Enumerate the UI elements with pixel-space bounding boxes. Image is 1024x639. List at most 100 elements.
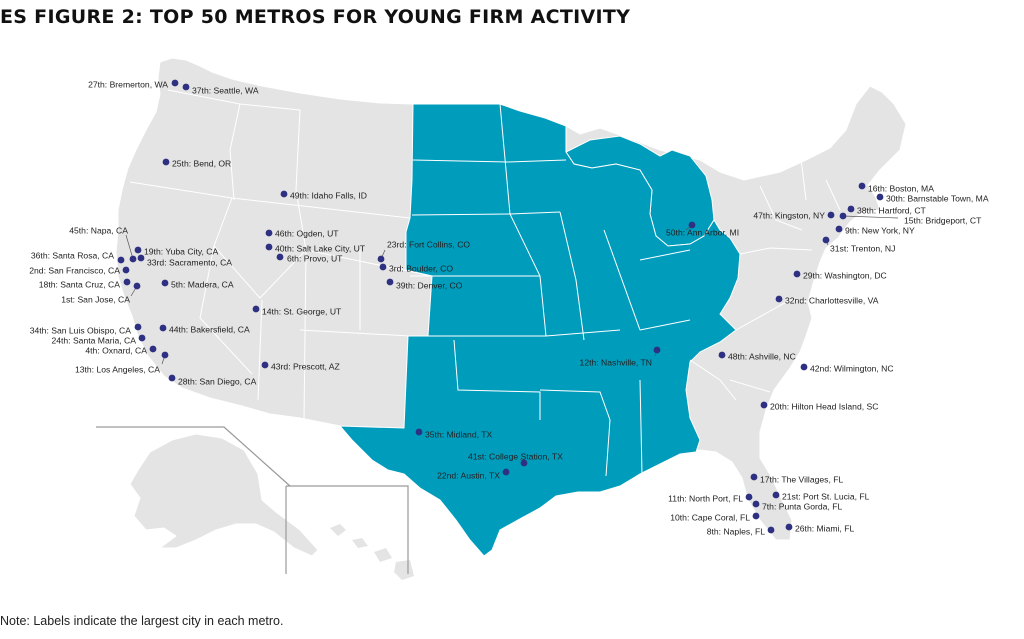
metro-marker xyxy=(252,305,260,313)
metro-marker xyxy=(502,468,510,476)
metro-marker xyxy=(772,491,780,499)
metro-label: 18th: Santa Cruz, CA xyxy=(39,279,120,289)
metro-marker xyxy=(785,523,793,531)
metro-label: 33rd: Sacramento, CA xyxy=(147,257,232,267)
metro-marker xyxy=(117,256,125,264)
metro-marker xyxy=(745,493,753,501)
metro-label: 25th: Bend, OR xyxy=(172,158,231,168)
metro-marker xyxy=(520,459,528,467)
metro-marker xyxy=(767,526,775,534)
metro-marker xyxy=(261,361,269,369)
metro-marker xyxy=(379,263,387,271)
metro-label: 2nd: San Francisco, CA xyxy=(29,265,120,275)
metro-label: 47th: Kingston, NY xyxy=(753,210,825,220)
metro-label: 7th: Punta Gorda, FL xyxy=(762,501,842,511)
metro-label: 45th: Napa, CA xyxy=(69,225,128,235)
metro-label: 42nd: Wilmington, NC xyxy=(810,363,894,373)
metro-label: 44th: Bakersfield, CA xyxy=(169,324,250,334)
metro-marker xyxy=(276,253,284,261)
metro-label: 19th: Yuba City, CA xyxy=(144,246,218,256)
metro-label: 38th: Hartford, CT xyxy=(857,205,927,215)
metro-label: 46th: Ogden, UT xyxy=(275,228,339,238)
metro-label: 16th: Boston, MA xyxy=(868,183,934,193)
metro-marker xyxy=(876,193,884,201)
metro-marker xyxy=(149,345,157,353)
metro-marker xyxy=(161,351,169,359)
metro-label: 40th: Salt Lake City, UT xyxy=(275,243,366,253)
metro-marker xyxy=(752,500,760,508)
metro-label: 22nd: Austin, TX xyxy=(437,470,500,480)
metro-marker xyxy=(182,83,190,91)
hawaii-islands xyxy=(330,524,414,580)
metro-label: 8th: Naples, FL xyxy=(707,526,765,536)
metro-label: 28th: San Diego, CA xyxy=(178,376,257,386)
metro-label: 50th: Ann Arbor, MI xyxy=(666,227,739,237)
metro-label: 36th: Santa Rosa, CA xyxy=(31,250,114,260)
metro-label: 1st: San Jose, CA xyxy=(61,294,130,304)
metro-marker xyxy=(386,278,394,286)
metro-label: 14th: St. George, UT xyxy=(262,306,342,316)
metro-marker xyxy=(847,205,855,213)
metro-marker xyxy=(653,346,661,354)
metro-marker xyxy=(168,374,176,382)
metro-label: 49th: Idaho Falls, ID xyxy=(290,190,367,200)
metro-marker xyxy=(138,334,146,342)
metro-label: 3rd: Boulder, CO xyxy=(389,263,453,273)
metro-label: 20th: Hilton Head Island, SC xyxy=(770,401,878,411)
inset-divider-lines xyxy=(96,426,409,574)
metro-leader-line xyxy=(842,215,899,219)
metro-marker xyxy=(265,229,273,237)
metro-labels: 1st: San Jose, CA 2nd: San Francisco, CA 3… xyxy=(29,79,989,536)
metro-marker xyxy=(265,243,273,251)
alaska-landmass xyxy=(129,433,319,557)
metro-marker xyxy=(415,428,423,436)
metro-label: 12th: Nashville, TN xyxy=(580,357,652,367)
metro-label: 6th: Provo, UT xyxy=(287,253,343,263)
metro-marker xyxy=(793,270,801,278)
metro-marker xyxy=(137,254,145,262)
metro-leader-line xyxy=(125,234,134,260)
metro-label: 17th: The Villages, FL xyxy=(760,474,844,484)
figure-title: ES FIGURE 2: TOP 50 METROS FOR YOUNG FIR… xyxy=(0,6,631,28)
state-borders xyxy=(129,89,841,477)
metro-marker xyxy=(133,282,141,290)
metro-marker xyxy=(760,401,768,409)
figure-note: Note: Labels indicate the largest city i… xyxy=(0,614,284,628)
metro-label: 24th: Santa Maria, CA xyxy=(51,335,136,345)
metro-label: 4th: Oxnard, CA xyxy=(85,345,147,355)
metro-marker xyxy=(134,323,142,331)
metro-marker xyxy=(162,158,170,166)
metro-marker xyxy=(159,324,167,332)
metro-label: 9th: New York, NY xyxy=(845,225,915,235)
metro-label: 5th: Madera, CA xyxy=(171,279,234,289)
metro-marker xyxy=(752,512,760,520)
metro-marker xyxy=(134,246,142,254)
metro-label: 35th: Midland, TX xyxy=(425,429,492,439)
metro-label: 11th: North Port, FL xyxy=(668,493,743,503)
metro-label: 43rd: Prescott, AZ xyxy=(271,361,340,371)
metro-marker xyxy=(123,278,131,286)
metro-marker xyxy=(858,182,866,190)
metro-marker xyxy=(161,279,169,287)
metro-label: 26th: Miami, FL xyxy=(795,523,854,533)
metro-marker xyxy=(280,190,288,198)
metro-label: 39th: Denver, CO xyxy=(396,280,463,290)
metro-marker xyxy=(377,255,385,263)
metro-label: 27th: Bremerton, WA xyxy=(88,79,168,89)
metro-label: 31st: Trenton, NJ xyxy=(830,243,895,253)
metro-marker xyxy=(129,255,137,263)
metro-marker xyxy=(835,225,843,233)
metro-marker xyxy=(688,221,696,229)
metro-marker xyxy=(839,212,847,220)
metro-marker xyxy=(171,79,179,87)
metro-label: 13th: Los Angeles, CA xyxy=(75,364,160,374)
metro-markers xyxy=(117,79,884,534)
metro-label: 23rd: Fort Collins, CO xyxy=(387,239,470,249)
metro-marker xyxy=(122,266,130,274)
highlighted-central-states xyxy=(338,103,741,557)
metro-label: 10th: Cape Coral, FL xyxy=(670,512,750,522)
metro-label: 48th: Ashville, NC xyxy=(728,351,796,361)
metro-marker xyxy=(822,236,830,244)
metro-marker xyxy=(718,351,726,359)
